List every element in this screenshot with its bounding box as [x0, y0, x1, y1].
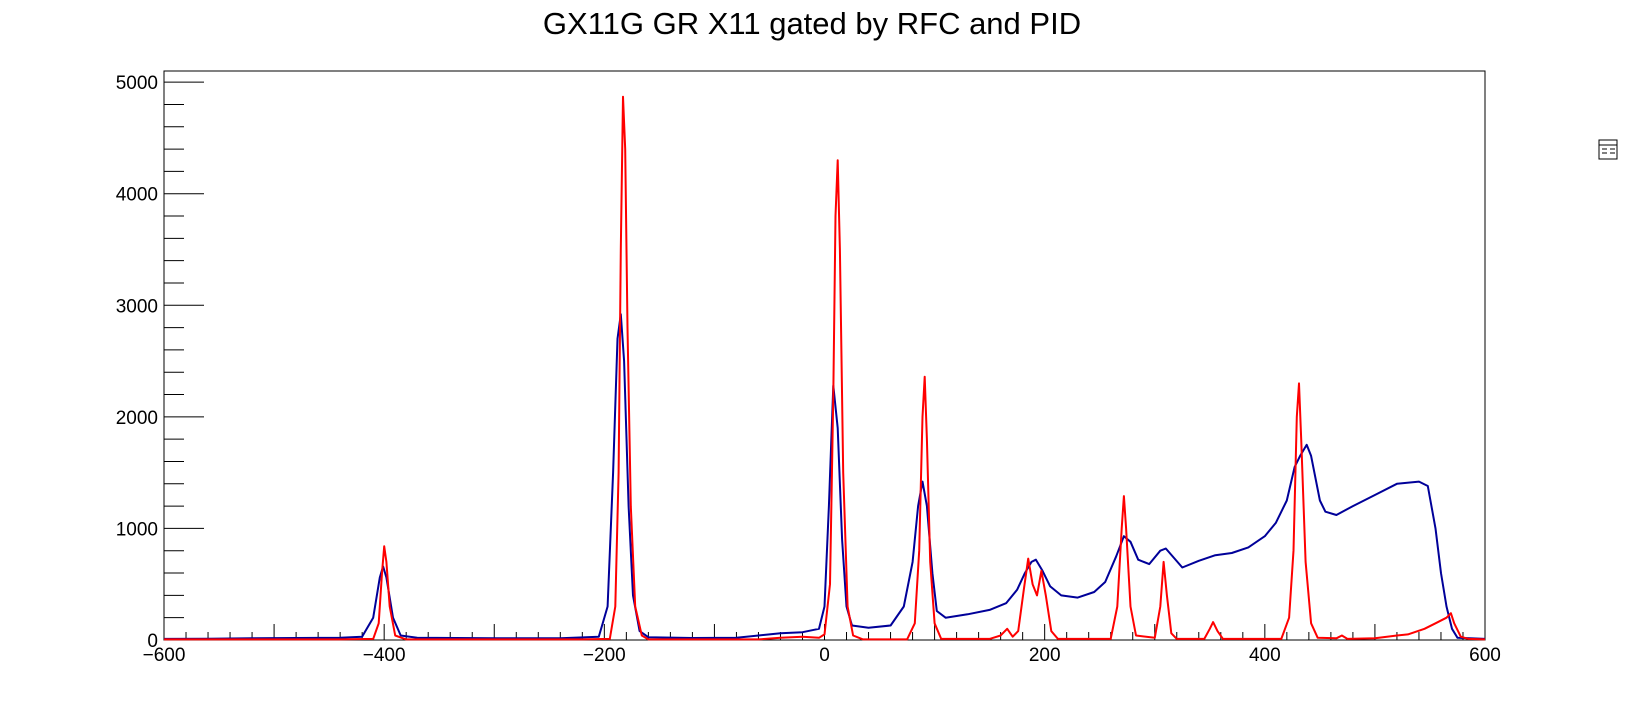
x-tick-label: 200 [1029, 645, 1061, 666]
x-tick-label: 600 [1469, 645, 1501, 666]
x-tick-label: −600 [143, 645, 186, 666]
y-axis: 0 1000 2000 3000 4000 5000 [116, 73, 204, 652]
y-tick-label: 1000 [116, 519, 158, 540]
x-axis: −600 −400 −200 0 200 400 600 [143, 624, 1501, 666]
series-blue-line [163, 313, 1486, 640]
x-tick-label: −200 [583, 645, 626, 666]
chart-title: GX11G GR X11 gated by RFC and PID [543, 6, 1081, 41]
legend-icon[interactable] [1598, 139, 1618, 160]
y-tick-label: 4000 [116, 185, 158, 206]
x-tick-label: −400 [363, 645, 406, 666]
y-tick-label: 0 [147, 631, 158, 652]
series-red-line [164, 95, 1486, 641]
plot-border [163, 70, 1486, 641]
plot-frame [163, 70, 1486, 641]
y-tick-label: 5000 [116, 73, 158, 94]
y-tick-label: 2000 [116, 408, 158, 429]
x-tick-label: 400 [1249, 645, 1281, 666]
y-tick-label: 3000 [116, 296, 158, 317]
x-tick-label: 0 [819, 645, 830, 666]
series-layer [163, 95, 1486, 641]
